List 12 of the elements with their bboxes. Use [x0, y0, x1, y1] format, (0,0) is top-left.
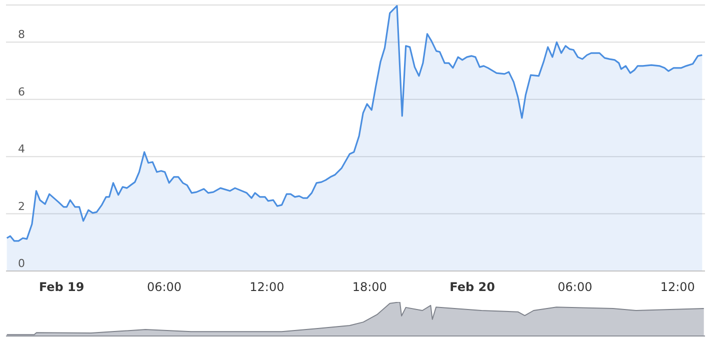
x-tick-label: 06:00 — [558, 280, 592, 294]
x-tick-label: Feb 19 — [38, 280, 84, 294]
x-tick-label: Feb 20 — [450, 280, 495, 294]
y-tick-label: 2 — [18, 200, 25, 213]
x-tick-label: 12:00 — [660, 280, 695, 294]
x-tick-label: 18:00 — [352, 280, 387, 294]
x-tick-label: 06:00 — [146, 280, 182, 294]
x-tick-label: 12:00 — [250, 280, 284, 294]
y-tick-label: 8 — [18, 28, 25, 42]
y-tick-label: 4 — [18, 142, 25, 156]
y-tick-label: 6 — [18, 85, 25, 98]
y-tick-label: 0 — [18, 257, 25, 270]
